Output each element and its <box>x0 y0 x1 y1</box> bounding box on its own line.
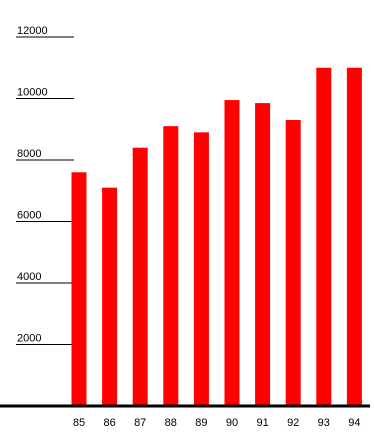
bar-87 <box>132 147 148 406</box>
y-tick-label: 12000 <box>17 25 48 37</box>
bar-92 <box>285 120 301 407</box>
x-tick-label: 92 <box>287 417 299 429</box>
x-tick-label: 87 <box>134 417 146 429</box>
x-tick-label: 91 <box>256 417 268 429</box>
x-tick-label: 88 <box>165 417 177 429</box>
y-tick-label: 2000 <box>17 333 41 345</box>
bar-85 <box>71 172 87 406</box>
x-tick-label: 93 <box>318 417 330 429</box>
y-tick-label: 6000 <box>17 210 41 222</box>
x-tick-label: 90 <box>226 417 238 429</box>
x-axis-labels: 85 86 87 88 89 90 91 92 93 94 <box>73 417 361 429</box>
bar-88 <box>163 126 179 407</box>
x-tick-label: 85 <box>73 417 85 429</box>
bar-86 <box>102 187 118 406</box>
y-tick-label: 4000 <box>17 271 41 283</box>
x-tick-label: 89 <box>195 417 207 429</box>
bars <box>71 67 362 407</box>
y-axis-ticks: 2000 4000 6000 8000 10000 12000 <box>16 25 74 345</box>
bar-91 <box>255 103 271 407</box>
x-tick-label: 86 <box>103 417 115 429</box>
bar-94 <box>346 67 362 406</box>
y-tick-label: 8000 <box>17 148 41 160</box>
x-tick-label: 94 <box>348 417 360 429</box>
bar-93 <box>316 67 332 406</box>
bar-89 <box>193 132 209 406</box>
y-tick-label: 10000 <box>17 87 48 99</box>
bar-90 <box>224 100 240 406</box>
